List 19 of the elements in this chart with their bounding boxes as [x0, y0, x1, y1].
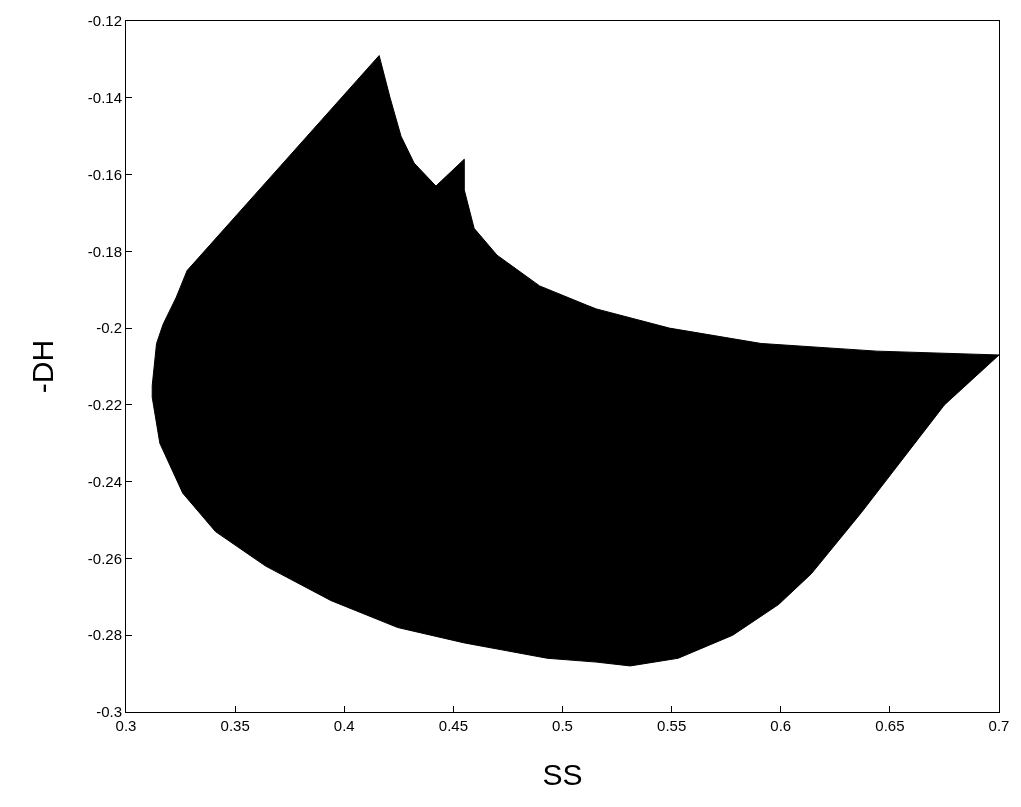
x-tick-label: 0.5 [552, 717, 573, 734]
x-tick-label: 0.4 [333, 717, 355, 734]
y-tick-label: -0.12 [87, 12, 122, 30]
y-tick-label: -0.16 [87, 165, 122, 183]
y-tick-label: -0.14 [87, 89, 122, 107]
x-tick-label: 0.55 [657, 717, 687, 734]
y-tick-label: -0.24 [87, 472, 122, 490]
y-tick-label: -0.28 [87, 626, 122, 644]
y-tick-label: -0.18 [87, 242, 122, 260]
y-tick-label: -0.22 [87, 396, 122, 414]
x-tick-label: 0.45 [438, 717, 468, 734]
x-tick-label: 0.6 [770, 717, 792, 734]
x-axis-title: SS [542, 757, 583, 791]
x-tick-label: 0.35 [220, 717, 250, 734]
x-tick-label: 0.7 [988, 717, 1010, 734]
y-tick-label: -0.26 [87, 549, 122, 567]
y-axis-title: -DH [25, 339, 59, 394]
y-tick-label: -0.2 [96, 319, 122, 337]
x-tick-label: 0.65 [875, 717, 905, 734]
